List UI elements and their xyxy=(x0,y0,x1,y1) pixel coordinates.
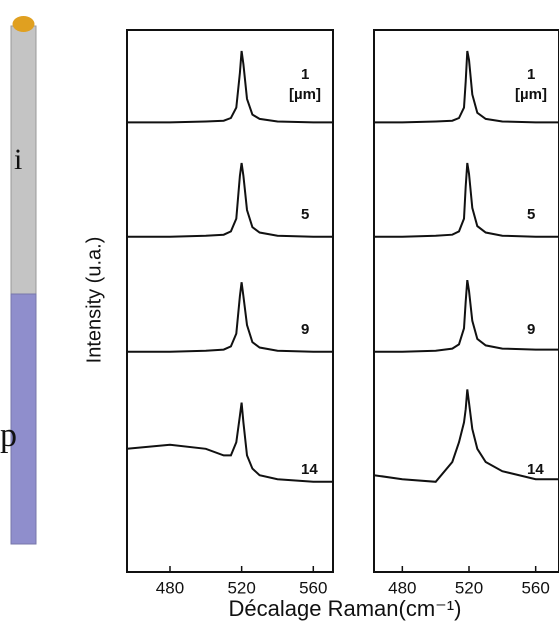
catalyst xyxy=(12,16,35,32)
x-tick-label: 560 xyxy=(521,578,549,597)
frame xyxy=(373,29,559,573)
x-tick-label: 480 xyxy=(388,578,416,597)
legend-label: 9 xyxy=(527,321,535,338)
spectrum xyxy=(127,50,333,124)
legend-label: 14 xyxy=(301,461,318,478)
x-tick-label: 560 xyxy=(299,578,327,597)
nanowire-i xyxy=(10,25,37,295)
y-label: Intensity (u.a.) xyxy=(83,237,105,364)
unit-label: [µm] xyxy=(515,86,547,103)
label-p: p xyxy=(0,417,17,454)
legend-label: 5 xyxy=(301,206,309,223)
nanowire: i p xyxy=(0,16,37,545)
label-i: i xyxy=(14,143,22,176)
spectrum xyxy=(127,162,333,238)
legend-label: 1 xyxy=(301,66,309,83)
legend-label: 9 xyxy=(301,321,309,338)
x-tick-label: 520 xyxy=(455,578,483,597)
spectrum xyxy=(374,162,559,238)
frame xyxy=(126,29,334,573)
x-tick-label: 520 xyxy=(227,578,255,597)
spectrum xyxy=(373,389,559,483)
spectrum xyxy=(126,402,333,483)
legend-label: 1 xyxy=(527,66,535,83)
legend-label: 14 xyxy=(527,461,544,478)
unit-label: [µm] xyxy=(289,86,321,103)
spectrum xyxy=(374,50,559,124)
legend-label: 5 xyxy=(527,206,535,223)
spectrum xyxy=(374,279,559,353)
x-label: Décalage Raman(cm⁻¹) xyxy=(229,596,462,621)
nanowire-p xyxy=(10,293,37,545)
x-tick-label: 480 xyxy=(156,578,184,597)
spectrum xyxy=(127,282,333,353)
